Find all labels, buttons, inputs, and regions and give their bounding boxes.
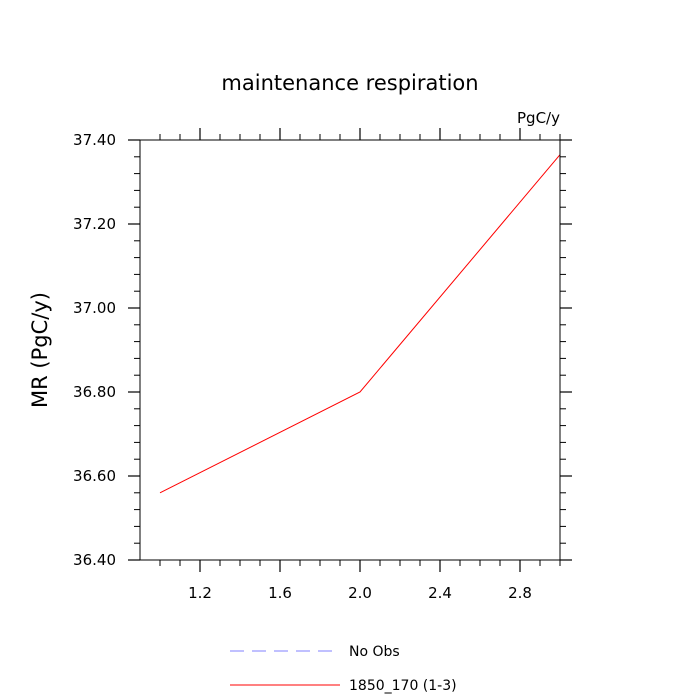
- y-tick-label: 36.60: [73, 467, 116, 485]
- chart-title: maintenance respiration: [221, 71, 478, 95]
- legend-label: No Obs: [349, 644, 400, 660]
- series-line: [159, 154, 561, 494]
- series-layer: [159, 154, 561, 494]
- legend: No Obs 1850_170 (1-3): [230, 644, 457, 694]
- units-label: PgC/y: [517, 109, 560, 127]
- legend-label: 1850_170 (1-3): [349, 678, 457, 694]
- x-tick-label: 2.4: [428, 584, 452, 602]
- y-axis-label: MR (PgC/y): [28, 292, 52, 408]
- y-tick-label: 36.80: [73, 383, 116, 401]
- y-tick-label: 37.00: [73, 299, 116, 317]
- y-tick-label: 36.40: [73, 551, 116, 569]
- x-tick-label: 1.2: [188, 584, 212, 602]
- y-tick-label: 37.20: [73, 215, 116, 233]
- y-tick-label: 37.40: [73, 131, 116, 149]
- x-ticks: 1.2 1.6 2.0 2.4 2.8: [159, 128, 561, 602]
- plot-frame: [139, 139, 561, 561]
- x-tick-label: 2.8: [508, 584, 532, 602]
- y-ticks: 36.40 36.60 36.80 37.00 37.20 37.40: [73, 131, 572, 569]
- x-tick-label: 1.6: [268, 584, 292, 602]
- x-tick-label: 2.0: [348, 584, 372, 602]
